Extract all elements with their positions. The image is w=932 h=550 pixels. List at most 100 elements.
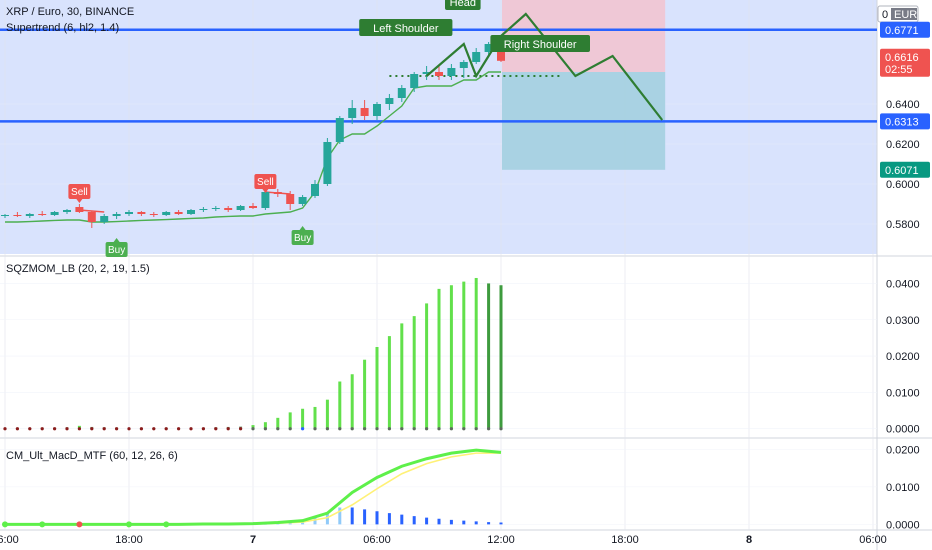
price-axis[interactable]: 0.5800 0.6000 0.6200 0.6400 0.0000 0.0100 0.02… [877, 5, 930, 531]
macd-histogram-bar [350, 507, 354, 525]
sell-signal: Sell [254, 174, 277, 193]
candle-body [63, 210, 71, 212]
candle-body [249, 206, 257, 208]
left-shoulder-label[interactable]: Left Shoulder [359, 19, 453, 36]
supertrend-legend[interactable]: Supertrend (6, hl2, 1.4) [6, 22, 120, 34]
candle [75, 204, 84, 213]
currency-badge-fill [891, 8, 917, 20]
zones [502, 0, 666, 170]
macd-legend[interactable]: CM_Ult_MacD_MTF (60, 12, 26, 6) [6, 450, 178, 462]
candle-body [311, 184, 319, 196]
buy-signal: Buy [291, 226, 314, 245]
squeeze-dot [301, 427, 305, 431]
head-label-text: Head [450, 0, 476, 9]
candle-body [348, 108, 357, 118]
candle-body [100, 216, 109, 222]
squeeze-dot [412, 427, 416, 431]
squeeze-dot [115, 427, 119, 431]
candle [50, 211, 59, 216]
squeeze-dot [350, 427, 354, 431]
macd-histogram-bar [437, 518, 441, 525]
momentum-bar [425, 303, 429, 429]
supertrend-price-tag-box [880, 161, 930, 178]
candle-body [75, 207, 84, 212]
candle-body [447, 68, 456, 76]
candle-body [87, 212, 96, 222]
pattern-line[interactable] [425, 12, 664, 121]
signal-box [254, 174, 277, 189]
macd-histogram-bar [387, 513, 391, 525]
squeeze-dot [3, 427, 7, 431]
macd-histogram-bar [499, 522, 503, 525]
macd-histogram-bar [449, 519, 453, 525]
macd-cross-dot [76, 521, 83, 528]
squeeze-dot [313, 427, 317, 431]
macd-tick-label: 0.0100 [886, 482, 920, 494]
squeeze-dot [77, 427, 81, 431]
candle [199, 207, 208, 212]
candle-body [422, 72, 431, 74]
candle-body [335, 118, 344, 142]
momentum-tick-label: 0.0000 [886, 424, 920, 436]
head-shoulders-pattern[interactable]: Left Shoulder Head Right Shoulder [359, 0, 664, 121]
candle [286, 191, 295, 210]
candle [1, 214, 9, 218]
candle-body [484, 44, 493, 52]
candle-body [397, 88, 406, 98]
candle-body [286, 194, 295, 204]
signal-text: Sell [71, 187, 88, 198]
macd-histogram-bar [375, 511, 379, 525]
squeeze-dot [239, 427, 243, 431]
supertrend-price-tag[interactable]: 0.6071 [880, 161, 930, 178]
candle-body [50, 212, 59, 215]
symbol-legend[interactable]: XRP / Euro, 30, BINANCE [6, 6, 135, 18]
candle [335, 116, 344, 144]
left-shoulder-label-text: Left Shoulder [373, 23, 439, 35]
candle-body [385, 98, 394, 104]
head-label[interactable]: Head [445, 0, 481, 10]
candle [484, 42, 493, 56]
signal-box [68, 184, 91, 199]
squeeze-dot [499, 427, 503, 431]
signal-box [105, 242, 128, 257]
candle-body [273, 192, 282, 194]
top-level-tag-box [880, 21, 930, 38]
squeeze-dot [387, 427, 391, 431]
candle-body [25, 214, 34, 216]
macd-cross-dot [39, 521, 46, 528]
momentum-pane [3, 277, 503, 431]
candle [323, 138, 332, 186]
right-shoulder-label-box [490, 35, 590, 52]
time-axis[interactable]: 06:00 18:00 7 06:00 12:00 18:00 8 06:00 [0, 534, 887, 546]
candle [298, 195, 307, 206]
macd-cross-dot [2, 521, 8, 528]
candle [385, 94, 394, 110]
supertrend-price-tag-text: 0.6071 [885, 165, 919, 177]
momentum-bar [474, 277, 478, 429]
macd-line [5, 448, 502, 526]
momentum-bar [301, 408, 305, 429]
momentum-bar [350, 374, 354, 429]
squeeze-dot [40, 427, 44, 431]
bottom-level-tag[interactable]: 0.6313 [880, 113, 930, 130]
buy-signal: Buy [105, 238, 128, 257]
candle [459, 60, 468, 78]
macd-histogram-bar [400, 514, 404, 525]
right-shoulder-label[interactable]: Right Shoulder [490, 35, 590, 52]
momentum-tick-label: 0.0200 [886, 351, 920, 363]
momentum-bar [437, 288, 441, 429]
squeeze-dot [474, 427, 478, 431]
price-tick-label: 0.6200 [886, 139, 920, 151]
momentum-legend[interactable]: SQZMOM_LB (20, 2, 19, 1.5) [6, 263, 150, 275]
top-level-tag-text: 0.6771 [885, 25, 919, 37]
macd-tick-label: 0.0200 [886, 444, 920, 456]
time-tick-label: 7 [250, 534, 256, 546]
top-level-tag[interactable]: 0.6771 [880, 21, 930, 38]
currency-badge[interactable]: 0 EUR [877, 5, 919, 23]
candle-body [224, 208, 233, 210]
signal-text: Buy [108, 245, 125, 256]
candle-body [261, 192, 270, 208]
squeeze-dot [251, 427, 255, 431]
